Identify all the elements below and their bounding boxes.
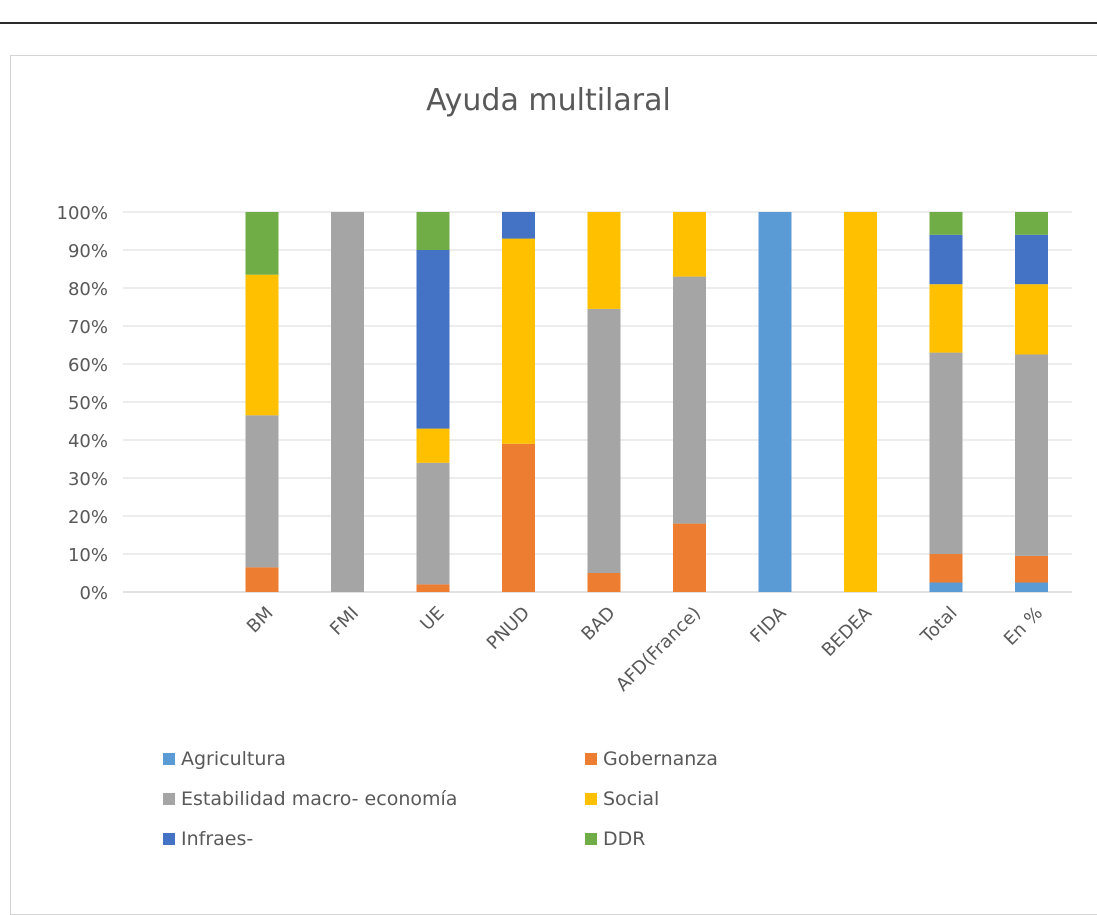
category-label: BAD bbox=[577, 603, 619, 645]
bar-segment bbox=[587, 308, 621, 573]
category-label: FIDA bbox=[746, 602, 791, 647]
bar-segment bbox=[416, 250, 450, 429]
bar-segment bbox=[929, 582, 963, 592]
bar-segment bbox=[758, 212, 792, 592]
y-tick-label: 70% bbox=[68, 317, 108, 338]
legend-swatch bbox=[163, 793, 175, 805]
bar-segment bbox=[929, 352, 963, 554]
bar-segment bbox=[245, 212, 279, 275]
y-tick-label: 20% bbox=[68, 507, 108, 528]
legend-item: Agricultura bbox=[163, 748, 411, 770]
bar-segment bbox=[416, 428, 450, 463]
bar-segment bbox=[331, 212, 364, 592]
bar-segment bbox=[929, 284, 963, 353]
category-label: BEDEA bbox=[818, 602, 877, 661]
legend-label: Agricultura bbox=[181, 748, 286, 770]
bar-segment bbox=[245, 415, 279, 568]
legend-label: Gobernanza bbox=[603, 748, 718, 770]
legend-item: Social bbox=[585, 788, 659, 810]
bar-segment bbox=[929, 234, 963, 285]
y-tick-label: 40% bbox=[68, 431, 108, 452]
bar-segment bbox=[502, 443, 535, 592]
chart-title: Ayuda multilaral bbox=[426, 83, 671, 118]
y-tick-label: 50% bbox=[68, 393, 108, 414]
bar-segment bbox=[416, 462, 450, 585]
bar-segment bbox=[1015, 354, 1048, 556]
legend-item: Estabilidad macro- economía bbox=[163, 788, 457, 810]
bar-segment bbox=[673, 212, 706, 277]
legend-item: Gobernanza bbox=[585, 748, 718, 770]
bar-segment bbox=[416, 584, 450, 592]
bar-segment bbox=[1015, 582, 1048, 592]
bar-segment bbox=[1015, 212, 1048, 235]
y-tick-label: 30% bbox=[68, 469, 108, 490]
category-label: FMI bbox=[326, 603, 363, 640]
legend-label: Estabilidad macro- economía bbox=[181, 788, 458, 810]
category-label: En % bbox=[1000, 603, 1047, 650]
y-tick-label: 60% bbox=[68, 355, 108, 376]
bar-segment bbox=[1015, 234, 1048, 285]
category-label: Total bbox=[916, 603, 961, 648]
bar-segment bbox=[844, 212, 877, 592]
legend-swatch bbox=[163, 833, 175, 845]
legend-item: Infraes- bbox=[163, 828, 411, 850]
legend-item: DDR bbox=[585, 828, 645, 850]
bar-segment bbox=[416, 212, 450, 250]
bar-segment bbox=[673, 276, 706, 524]
bar-segment bbox=[587, 212, 621, 309]
y-tick-label: 0% bbox=[79, 583, 108, 604]
category-label: BM bbox=[243, 603, 278, 638]
y-tick-label: 90% bbox=[68, 241, 108, 262]
legend-label: DDR bbox=[603, 828, 646, 850]
legend-swatch bbox=[585, 753, 597, 765]
bar-segment bbox=[929, 554, 963, 583]
bar-segment bbox=[929, 212, 963, 235]
legend-swatch bbox=[585, 833, 597, 845]
top-rule bbox=[0, 0, 1097, 24]
bar-segment bbox=[587, 573, 621, 592]
bar-segment bbox=[1015, 555, 1048, 583]
legend-label: Social bbox=[603, 788, 660, 810]
legend-label: Infraes- bbox=[181, 828, 254, 850]
bar-segment bbox=[245, 274, 279, 416]
bar-segment bbox=[245, 567, 279, 592]
bar-segment bbox=[1015, 284, 1048, 355]
y-tick-label: 100% bbox=[57, 203, 108, 224]
y-tick-label: 10% bbox=[68, 545, 108, 566]
category-label: UE bbox=[416, 603, 448, 635]
stacked-bar-chart: 0% 10% 20% 30% 40% 50% 60% 70% 80% 90% 100% BM FMI UE… bbox=[57, 203, 1072, 696]
legend-swatch bbox=[163, 753, 175, 765]
category-label: AFD(France) bbox=[612, 603, 705, 696]
bar-segment bbox=[502, 238, 535, 444]
y-tick-label: 80% bbox=[68, 279, 108, 300]
bar-segment bbox=[673, 523, 706, 592]
chart-legend: Agricultura Gobernanza Estabilidad macro- … bbox=[163, 748, 763, 850]
bar-segment bbox=[502, 212, 535, 239]
legend-swatch bbox=[585, 793, 597, 805]
category-label: PNUD bbox=[483, 603, 534, 654]
